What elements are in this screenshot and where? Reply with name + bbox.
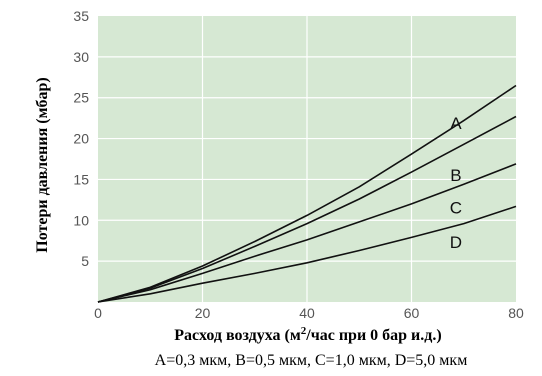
series-line-c xyxy=(97,163,517,303)
y-tick-label: 30 xyxy=(73,49,89,65)
x-tick-label: 80 xyxy=(508,305,524,321)
x-axis-title-suffix: /час при 0 бар и.д.) xyxy=(305,327,441,344)
x-tick-labels: 0 20 40 60 80 xyxy=(94,305,524,321)
series-line-b xyxy=(97,115,517,303)
series-label-d: D xyxy=(450,233,462,252)
x-axis-title-prefix: Расход воздуха (м xyxy=(174,327,301,344)
x-axis-title-superscript: 2 xyxy=(301,325,307,337)
y-tick-label: 35 xyxy=(73,8,89,24)
y-tick-label: 25 xyxy=(73,90,89,106)
y-tick-label: 10 xyxy=(73,212,89,228)
y-tick-label: 5 xyxy=(81,253,89,269)
series-line-d xyxy=(97,205,517,303)
grid-lines xyxy=(98,16,516,302)
x-tick-label: 20 xyxy=(195,305,211,321)
x-tick-label: 40 xyxy=(299,305,315,321)
x-tick-label: 0 xyxy=(94,305,102,321)
series-lines xyxy=(97,84,517,303)
x-tick-label: 60 xyxy=(404,305,420,321)
series-label-b: B xyxy=(450,166,461,185)
x-axis-title: Расход воздуха (м2/час при 0 бар и.д.) xyxy=(174,325,441,344)
series-label-a: A xyxy=(450,114,462,133)
y-tick-label: 20 xyxy=(73,131,89,147)
series-label-c: C xyxy=(450,199,462,218)
chart-caption: A=0,3 мкм, B=0,5 мкм, C=1,0 мкм, D=5,0 м… xyxy=(155,352,468,369)
y-tick-labels: 5 10 15 20 25 30 35 xyxy=(73,8,89,269)
series-line-a xyxy=(97,84,517,303)
y-axis-title: Потери давления (мбар) xyxy=(34,77,51,252)
y-tick-label: 15 xyxy=(73,171,89,187)
series-labels: A BCD xyxy=(450,114,462,252)
